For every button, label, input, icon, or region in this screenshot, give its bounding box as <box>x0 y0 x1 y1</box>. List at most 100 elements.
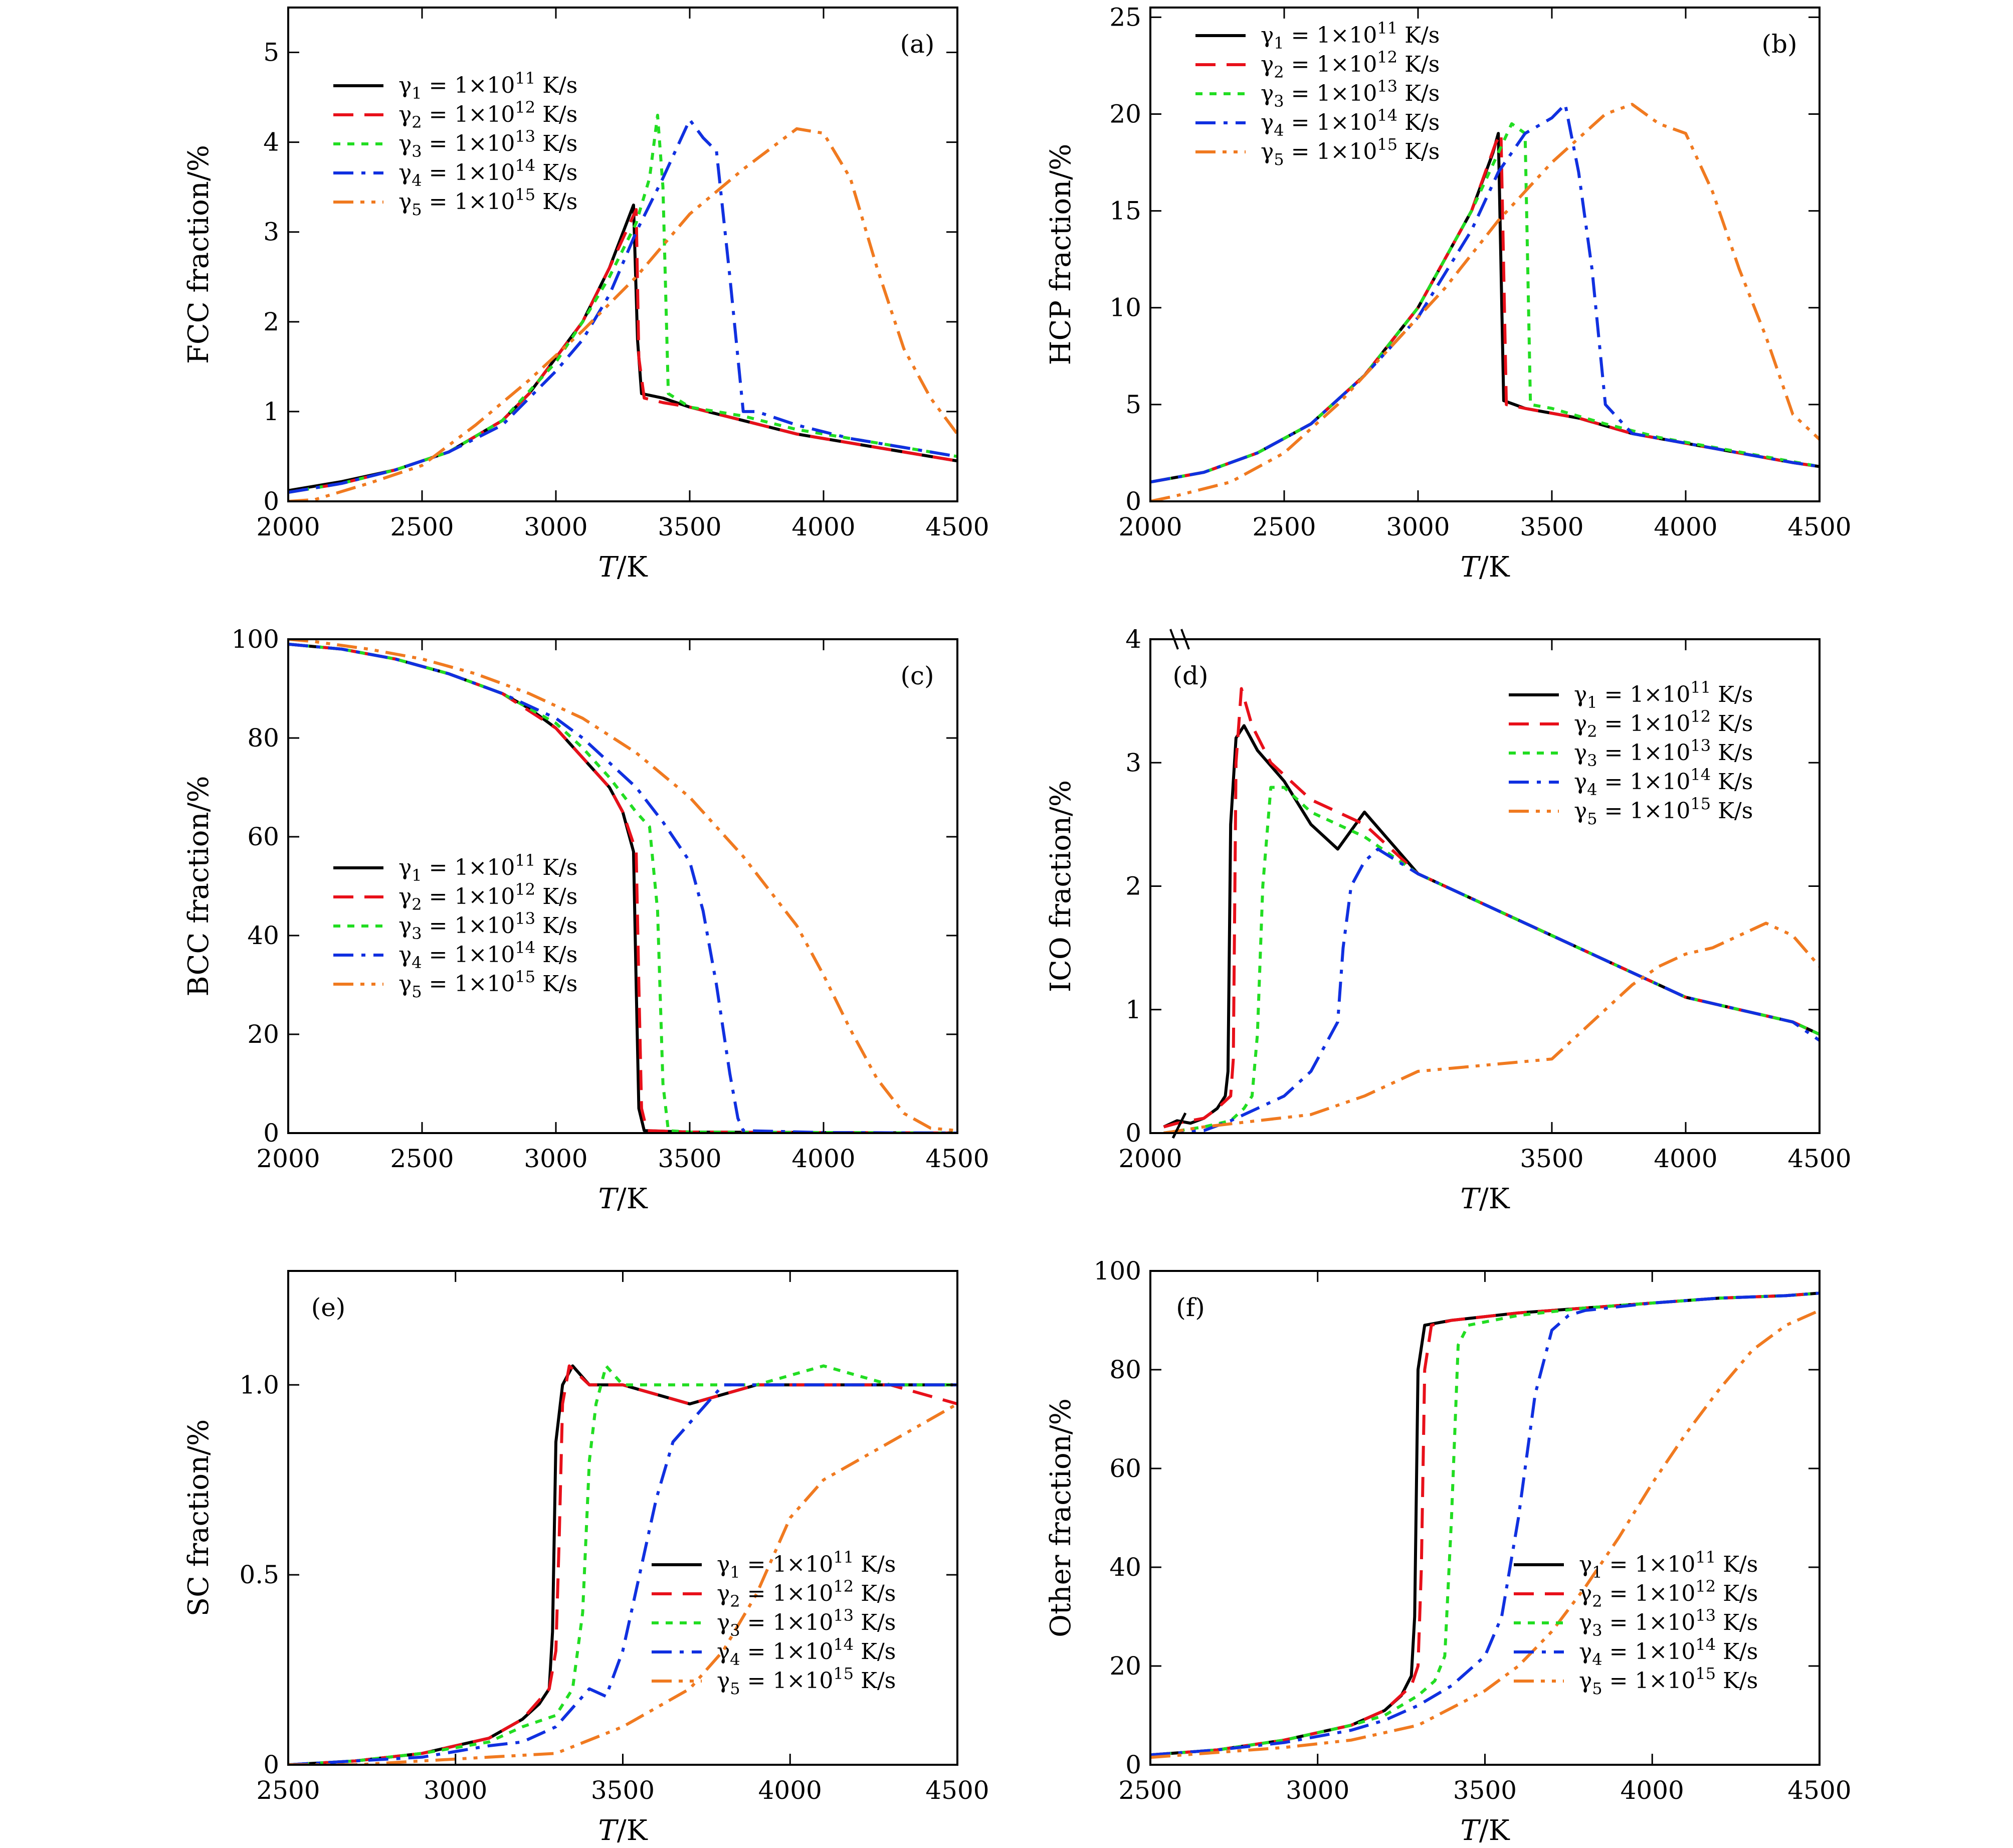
panel-label: (f) <box>1176 1293 1205 1322</box>
series-line-3 <box>288 113 957 494</box>
series-line-2 <box>288 1364 957 1765</box>
y-tick-label: 20 <box>1109 1651 1141 1681</box>
y-tick-label: 0 <box>263 487 279 516</box>
series-line-4 <box>288 1383 957 1765</box>
x-tick-label: 3500 <box>1520 1144 1583 1173</box>
y-tick-label: 15 <box>1109 197 1141 226</box>
y-tick-label: 100 <box>1094 1256 1141 1285</box>
x-tick-label: 4500 <box>1787 1144 1851 1173</box>
legend: γ1 = 1×1011 K/sγ2 = 1×1012 K/sγ3 = 1×101… <box>333 851 577 1001</box>
series-line-2 <box>1150 132 1820 484</box>
x-tick-label: 3500 <box>1520 512 1583 541</box>
y-axis-title: SC fraction/% <box>182 1419 215 1617</box>
y-tick-label: 40 <box>247 921 279 950</box>
x-axis-title: T/K <box>598 1183 648 1215</box>
x-tick-label: 3500 <box>658 512 721 541</box>
x-tick-label: 4000 <box>1654 1144 1717 1173</box>
y-tick-label: 20 <box>247 1020 279 1049</box>
legend-label-1: γ1 = 1×1011 K/s <box>398 851 577 885</box>
series-line-3 <box>288 642 957 1133</box>
legend-label-3: γ3 = 1×1013 K/s <box>1261 77 1440 111</box>
legend-label-2: γ2 = 1×1012 K/s <box>1574 707 1753 741</box>
series-line-5 <box>1150 103 1820 501</box>
series-line-4 <box>1163 847 1820 1133</box>
y-tick-label: 80 <box>1109 1355 1141 1384</box>
series-line-4 <box>1150 103 1820 484</box>
panel-label: (b) <box>1761 30 1797 59</box>
series-line-3 <box>1150 122 1820 484</box>
legend-label-4: γ4 = 1×1014 K/s <box>1579 1635 1758 1669</box>
legend-label-3: γ3 = 1×1013 K/s <box>1574 736 1753 770</box>
y-tick-label: 5 <box>263 38 279 67</box>
legend: γ1 = 1×1011 K/sγ2 = 1×1012 K/sγ3 = 1×101… <box>333 69 577 219</box>
legend-label-1: γ1 = 1×1011 K/s <box>1574 678 1753 712</box>
y-tick-label: 100 <box>232 625 279 654</box>
legend-label-3: γ3 = 1×1013 K/s <box>398 127 577 161</box>
axis-break-mark <box>1169 629 1179 650</box>
legend-label-3: γ3 = 1×1013 K/s <box>1579 1606 1758 1640</box>
y-tick-label: 1 <box>1125 995 1141 1024</box>
series-line-4 <box>288 118 957 494</box>
plot-frame <box>1149 7 1821 502</box>
x-tick-label: 2500 <box>1118 1776 1182 1805</box>
y-tick-label: 0 <box>263 1119 279 1148</box>
legend-label-5: γ5 = 1×1015 K/s <box>398 967 577 1001</box>
x-tick-label: 3500 <box>1453 1776 1517 1805</box>
x-tick-label: 4500 <box>925 1144 989 1173</box>
series-line-2 <box>288 642 957 1133</box>
y-tick-label: 10 <box>1109 293 1141 322</box>
legend-label-5: γ5 = 1×1015 K/s <box>717 1664 896 1698</box>
x-tick-label: 4500 <box>1787 512 1851 541</box>
y-axis-title: FCC fraction/% <box>182 145 215 364</box>
series-line-2 <box>1163 687 1820 1129</box>
x-tick-label: 2500 <box>390 512 454 541</box>
legend: γ1 = 1×1011 K/sγ2 = 1×1012 K/sγ3 = 1×101… <box>1195 19 1440 169</box>
legend-label-1: γ1 = 1×1011 K/s <box>398 69 577 103</box>
x-tick-label: 3500 <box>658 1144 721 1173</box>
series-line-1 <box>288 642 957 1133</box>
panel-b: 2000 2500 3000 3500 4000 4500 0 5 10 15 20 25 T/K HCP… <box>1045 3 1852 584</box>
plot-frame <box>287 638 958 1134</box>
x-tick-label: 3000 <box>524 512 587 541</box>
panel-label: (d) <box>1172 661 1208 690</box>
series-line-3 <box>1150 1291 1820 1757</box>
x-tick-label: 3000 <box>1286 1776 1349 1805</box>
series-line-5 <box>1163 921 1820 1133</box>
panel-label: (e) <box>311 1293 346 1322</box>
x-axis-title: T/K <box>598 1814 648 1847</box>
x-tick-label: 4000 <box>791 512 855 541</box>
series-line-5 <box>1150 1309 1820 1759</box>
legend-label-2: γ2 = 1×1012 K/s <box>717 1577 896 1611</box>
series-line-5 <box>288 1402 957 1765</box>
y-tick-label: 4 <box>1125 625 1141 654</box>
legend-label-5: γ5 = 1×1015 K/s <box>1261 135 1440 169</box>
legend-label-4: γ4 = 1×1014 K/s <box>1574 765 1753 799</box>
legend-label-1: γ1 = 1×1011 K/s <box>1261 19 1440 53</box>
legend-label-2: γ2 = 1×1012 K/s <box>1579 1577 1758 1611</box>
x-tick-label: 4000 <box>1654 512 1717 541</box>
y-tick-label: 5 <box>1125 390 1141 419</box>
y-tick-label: 40 <box>1109 1553 1141 1582</box>
legend-label-4: γ4 = 1×1014 K/s <box>398 156 577 190</box>
series-line-5 <box>288 127 957 501</box>
x-tick-label: 4500 <box>925 1776 989 1805</box>
legend-label-2: γ2 = 1×1012 K/s <box>1261 48 1440 82</box>
legend: γ1 = 1×1011 K/sγ2 = 1×1012 K/sγ3 = 1×101… <box>652 1548 896 1698</box>
x-tick-label: 2000 <box>1118 512 1182 541</box>
y-tick-label: 20 <box>1109 99 1141 128</box>
x-axis-title: T/K <box>1460 1814 1510 1847</box>
plot-frame <box>287 7 958 502</box>
y-tick-label: 0 <box>1125 1750 1141 1779</box>
y-tick-label: 80 <box>247 723 279 753</box>
panel-e: 2500 3000 3500 4000 4500 0 0.5 1.0 T/K SC fractio… <box>182 1270 989 1847</box>
series-line-4 <box>288 642 957 1133</box>
y-tick-label: 3 <box>263 218 279 247</box>
legend-label-1: γ1 = 1×1011 K/s <box>1579 1548 1758 1582</box>
y-tick-label: 0 <box>1125 487 1141 516</box>
legend-label-3: γ3 = 1×1013 K/s <box>398 909 577 943</box>
series-line-3 <box>1163 786 1820 1133</box>
x-tick-label: 3000 <box>424 1776 487 1805</box>
x-tick-label: 2500 <box>1252 512 1316 541</box>
x-tick-label: 2500 <box>256 1776 320 1805</box>
